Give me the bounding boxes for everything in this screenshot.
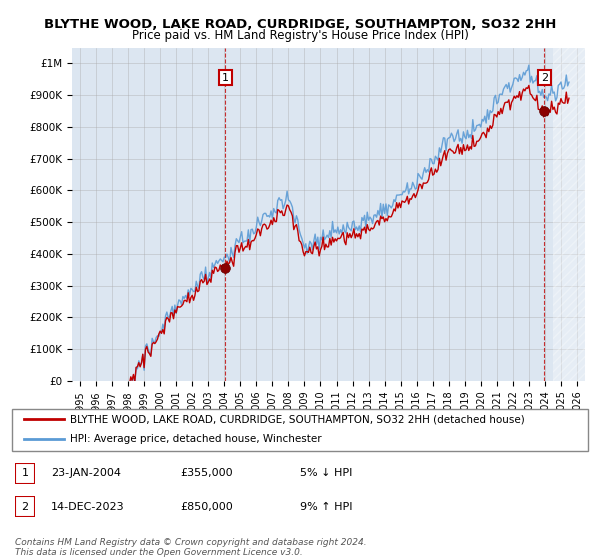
Text: 2: 2 — [22, 502, 28, 512]
Text: Price paid vs. HM Land Registry's House Price Index (HPI): Price paid vs. HM Land Registry's House … — [131, 29, 469, 42]
Text: £355,000: £355,000 — [180, 468, 233, 478]
Bar — [553, 48, 585, 381]
Text: 14-DEC-2023: 14-DEC-2023 — [51, 502, 125, 512]
FancyBboxPatch shape — [12, 409, 588, 451]
Text: HPI: Average price, detached house, Winchester: HPI: Average price, detached house, Winc… — [70, 434, 321, 444]
Text: 9% ↑ HPI: 9% ↑ HPI — [300, 502, 353, 512]
Text: 23-JAN-2004: 23-JAN-2004 — [51, 468, 121, 478]
Text: 1: 1 — [22, 468, 28, 478]
Text: £850,000: £850,000 — [180, 502, 233, 512]
Text: BLYTHE WOOD, LAKE ROAD, CURDRIDGE, SOUTHAMPTON, SO32 2HH: BLYTHE WOOD, LAKE ROAD, CURDRIDGE, SOUTH… — [44, 18, 556, 31]
Text: 1: 1 — [222, 73, 229, 82]
Text: 5% ↓ HPI: 5% ↓ HPI — [300, 468, 352, 478]
Text: 2: 2 — [541, 73, 548, 82]
Text: BLYTHE WOOD, LAKE ROAD, CURDRIDGE, SOUTHAMPTON, SO32 2HH (detached house): BLYTHE WOOD, LAKE ROAD, CURDRIDGE, SOUTH… — [70, 414, 524, 424]
Text: Contains HM Land Registry data © Crown copyright and database right 2024.
This d: Contains HM Land Registry data © Crown c… — [15, 538, 367, 557]
